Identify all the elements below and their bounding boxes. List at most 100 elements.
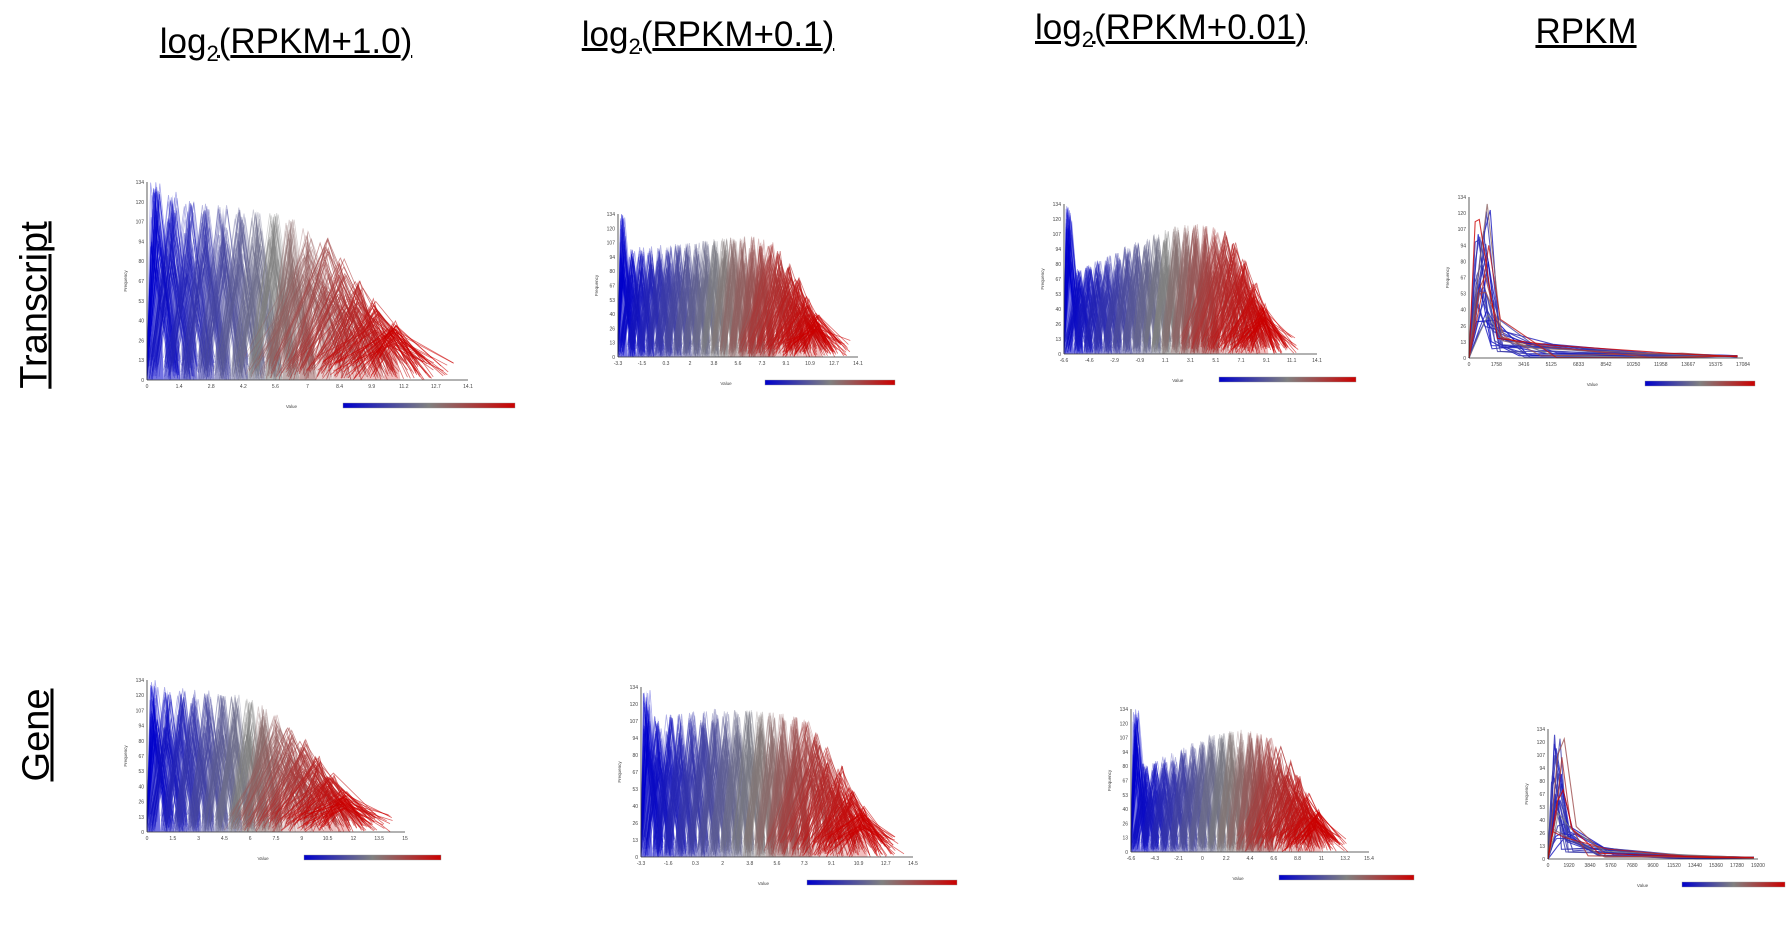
data-line — [1122, 292, 1146, 351]
data-line — [251, 230, 292, 373]
data-line — [1163, 230, 1185, 354]
data-line — [768, 734, 794, 853]
data-line — [1130, 757, 1145, 843]
data-line — [1154, 229, 1177, 351]
x-tick-label: 15 — [402, 836, 408, 842]
peak-fill — [197, 206, 215, 380]
data-line — [203, 740, 235, 831]
data-line — [1124, 245, 1147, 337]
data-line — [1102, 276, 1128, 350]
data-line — [687, 725, 716, 848]
data-line — [309, 319, 400, 372]
column-header-prefix: log — [581, 15, 629, 54]
data-line — [739, 253, 760, 354]
data-line — [744, 732, 770, 837]
y-tick-label: 0 — [141, 378, 144, 384]
peak-fill — [636, 249, 646, 357]
data-line — [640, 771, 670, 840]
x-tick-label: -1.6 — [664, 861, 673, 867]
data-line — [1151, 242, 1176, 348]
data-line — [711, 261, 734, 353]
data-line — [730, 272, 751, 357]
data-line — [730, 239, 753, 357]
data-line — [700, 249, 725, 356]
data-line — [1161, 232, 1185, 351]
data-line — [640, 745, 656, 845]
data-line — [214, 218, 256, 357]
data-line — [146, 682, 168, 819]
data-line — [730, 743, 760, 850]
data-line — [215, 214, 258, 360]
data-line — [629, 250, 650, 349]
data-line — [767, 736, 794, 838]
data-line — [1063, 214, 1080, 340]
data-line — [1063, 252, 1079, 338]
x-tick-label: 13667 — [1681, 362, 1695, 368]
data-line — [176, 732, 208, 815]
data-line — [173, 706, 209, 822]
data-line — [664, 761, 691, 851]
y-tick-label: 120 — [1053, 217, 1062, 223]
y-tick-label: 53 — [138, 769, 144, 775]
data-line — [688, 719, 713, 852]
data-line — [638, 248, 661, 348]
data-line — [729, 271, 751, 354]
data-line — [733, 715, 762, 840]
data-line — [1125, 245, 1148, 353]
data-line — [619, 274, 641, 356]
data-line — [729, 267, 752, 346]
data-line — [697, 758, 727, 847]
data-line — [673, 264, 696, 355]
data-line — [1130, 730, 1145, 851]
data-line — [1141, 269, 1167, 338]
data-line — [149, 218, 187, 358]
data-line — [1063, 228, 1079, 341]
x-tick-label: 1.4 — [176, 384, 183, 390]
data-line — [1075, 267, 1097, 349]
data-line — [667, 252, 688, 352]
y-tick-label: 40 — [1460, 308, 1466, 314]
plot-area — [146, 680, 393, 833]
data-line — [1122, 259, 1146, 345]
peak-fill — [228, 696, 243, 832]
data-line — [655, 255, 679, 345]
data-line — [1239, 311, 1292, 338]
data-line — [1103, 290, 1128, 343]
y-tick-label: 94 — [1055, 247, 1061, 253]
data-line — [219, 240, 256, 358]
data-line — [640, 733, 656, 837]
data-line — [328, 800, 357, 829]
data-line — [712, 724, 739, 840]
data-line — [682, 274, 707, 341]
peak-fill — [709, 711, 721, 857]
data-line — [710, 741, 737, 839]
data-line — [678, 741, 703, 839]
data-line — [1132, 789, 1153, 849]
x-tick-label: 1758 — [1491, 362, 1502, 368]
data-line — [164, 718, 194, 818]
data-line — [663, 756, 692, 840]
y-tick-label: 40 — [138, 784, 144, 790]
data-line — [732, 738, 759, 843]
data-line — [642, 756, 669, 843]
data-line — [710, 258, 735, 354]
data-line — [1134, 767, 1155, 839]
data-line — [728, 282, 752, 352]
column-header-rpkm: RPKM — [1535, 12, 1636, 52]
data-line — [1151, 775, 1172, 850]
data-line — [711, 251, 733, 353]
y-tick-label: 0 — [635, 855, 638, 861]
data-line — [183, 222, 220, 373]
column-header-prefix: log — [1035, 8, 1082, 47]
peak-fill — [1093, 261, 1103, 354]
data-line — [215, 740, 248, 829]
data-line — [665, 744, 690, 854]
data-line — [643, 725, 670, 850]
data-line — [666, 281, 687, 348]
data-line — [1130, 724, 1146, 847]
data-line — [642, 731, 670, 841]
x-tick-label: 0.3 — [692, 861, 699, 867]
data-line — [712, 285, 733, 355]
data-line — [1085, 280, 1108, 353]
